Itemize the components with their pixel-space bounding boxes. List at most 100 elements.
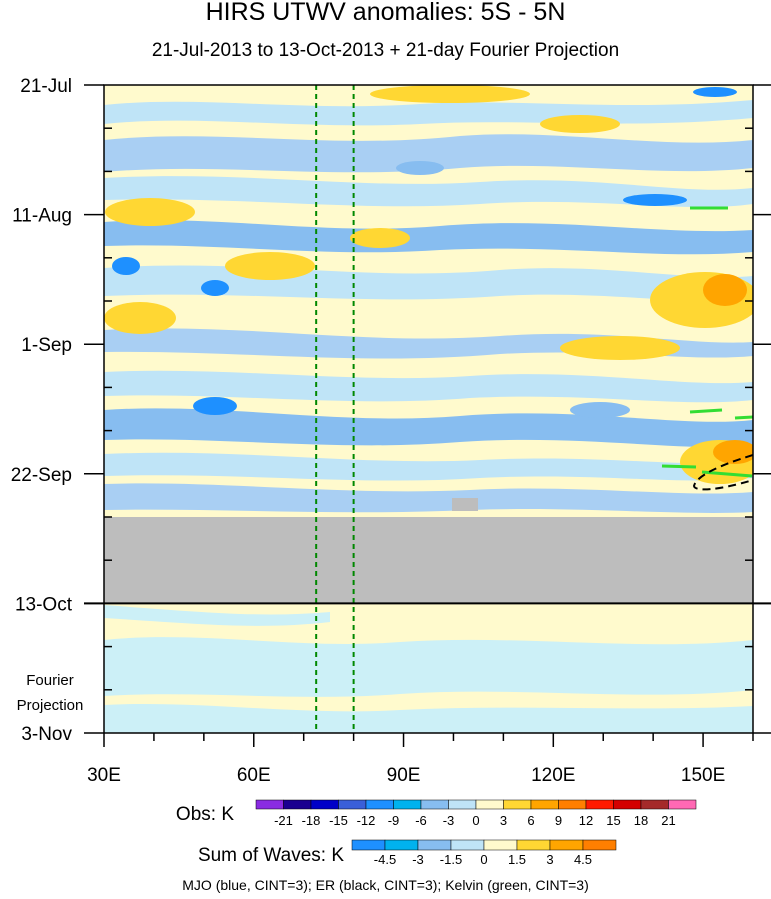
legend-level-label: -15 [329,813,348,828]
obs-cool-patch [693,87,737,97]
legend-level-label: 6 [527,813,534,828]
legend-color-box [417,839,452,851]
legend-color-box [310,799,339,810]
obs-band [104,370,753,403]
y-tick-label: 21-Jul [20,76,72,97]
legend-color-box [283,799,312,810]
missing-data-region [104,517,753,604]
obs-warm-patch [105,198,195,226]
legend-color-box [668,799,697,810]
legend-color-box [338,799,367,810]
obs-warm-patch [703,274,747,306]
legend-color-box [255,799,284,810]
legend-color-box [351,839,386,851]
legend-level-label: -12 [357,813,376,828]
obs-warm-patch [540,115,620,133]
legend-level-label: 9 [555,813,562,828]
legend-level-label: 15 [606,813,620,828]
obs-warm-patch [713,440,753,464]
obs-cool-patch [570,402,630,418]
obs-cool-patch [201,280,229,296]
x-tick-label: 120E [531,765,575,786]
x-axis: 30E 60E 90E 120E 150E [87,733,754,786]
obs-band [104,408,753,448]
proj-band [104,605,330,626]
legend-level-label: -1.5 [440,852,462,867]
obs-cool-patch [112,257,140,275]
legend-color-box [365,799,394,810]
obs-legend: -21 -18 -15 -12 -9 -6 -3 0 3 6 9 12 15 18 21 Obs: K [176,799,697,828]
legend-color-box [640,799,669,810]
legend-level-label: -9 [388,813,400,828]
legend-level-label: 3 [546,852,553,867]
legend-level-label: 18 [634,813,648,828]
obs-warm-patch [225,252,315,280]
plot-frame [103,84,754,734]
legend-level-label: -21 [274,813,293,828]
y-tick-label: 13-Oct [15,594,73,615]
legend-color-box [483,839,518,851]
kelvin-contour [689,408,723,414]
obs-cool-patch [193,397,237,415]
obs-warm-patch [104,302,176,334]
obs-cool-patch [396,161,444,175]
footer-caption: MJO (blue, CINT=3); ER (black, CINT=3); … [182,877,589,893]
obs-warm-patch [650,272,753,328]
missing-data-cell [452,498,478,511]
legend-color-box [530,799,559,810]
legend-level-label: -4.5 [374,852,396,867]
y-tick-label: 3-Nov [21,724,72,745]
legend-level-label: -3 [412,852,424,867]
legend-color-box [585,799,614,810]
legend-level-label: -18 [302,813,321,828]
kelvin-contour [734,415,753,420]
legend-level-label: 12 [579,813,593,828]
legend-color-box [613,799,642,810]
legend-color-box [516,839,551,851]
kelvin-contour [701,470,753,478]
legend-color-box [448,799,477,810]
legend-color-box [582,839,617,851]
obs-band [104,452,753,481]
legend-level-label: 4.5 [574,852,592,867]
projection-label: Projection [17,697,84,714]
legend-color-box [503,799,532,810]
x-tick-label: 60E [237,765,271,786]
legend-title: Obs: K [176,804,234,825]
legend-level-label: 3 [500,813,507,828]
obs-band [104,176,753,208]
legend-color-box [558,799,587,810]
obs-anomaly-field [104,85,753,513]
y-tick-label: 1-Sep [21,335,72,356]
obs-warm-patch [560,336,680,360]
waves-legend: -4.5 -3 -1.5 0 1.5 3 4.5 Sum of Waves: K [198,839,617,867]
legend-level-label: 21 [661,813,675,828]
legend-color-box [549,839,584,851]
legend-level-label: 0 [472,813,479,828]
proj-band [104,637,753,697]
x-tick-label: 150E [681,765,725,786]
obs-band [104,483,753,513]
x-tick-label: 90E [387,765,421,786]
obs-cool-patch [623,194,687,206]
proj-band [104,704,753,733]
projection-label: Fourier [26,672,74,689]
legend-level-label: -3 [443,813,455,828]
obs-warm-patch [370,85,530,103]
projection-field [104,605,753,733]
y-tick-label: 11-Aug [12,206,72,227]
legend-color-box [393,799,422,810]
er-contour [692,454,753,491]
reference-lines [84,85,771,733]
legend-level-label: 1.5 [508,852,526,867]
kelvin-contour [661,464,697,469]
obs-band [104,134,753,173]
y-tick-label: 22-Sep [11,465,72,486]
obs-band [104,220,753,255]
chart-title: HIRS UTWV anomalies: 5S - 5N [205,0,566,26]
obs-warm-patch [350,228,410,248]
legend-color-box [450,839,485,851]
chart-subtitle: 21-Jul-2013 to 13-Oct-2013 + 21-day Four… [151,40,620,61]
legend-color-box [475,799,504,810]
legend-color-box [384,839,419,851]
